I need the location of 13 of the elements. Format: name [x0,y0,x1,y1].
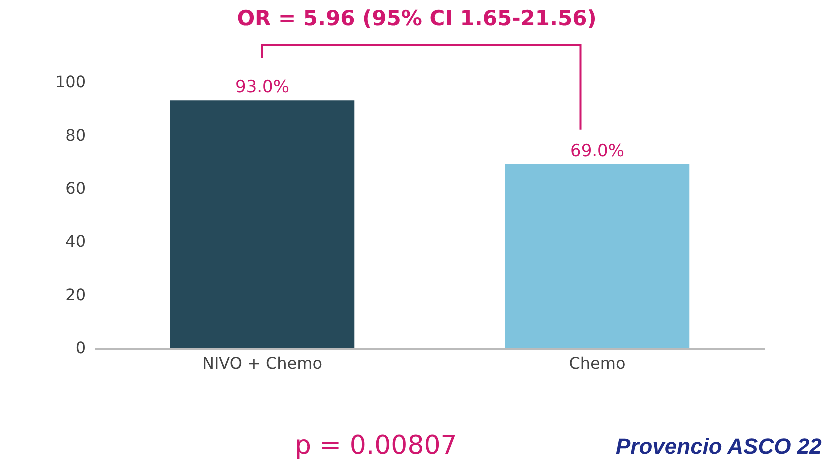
data-label: 93.0% [235,78,290,98]
y-tick-label: 80 [66,126,86,145]
chart-title: OR = 5.96 (95% CI 1.65-21.56) [237,6,597,30]
y-tick-label: 100 [55,72,86,92]
y-tick-label: 20 [66,285,86,304]
y-tick-label: 40 [66,232,86,252]
y-tick-label: 0 [76,338,86,358]
x-tick-label: NIVO + Chemo [202,354,323,373]
y-tick-label: 60 [66,179,86,198]
x-tick-label: Chemo [569,354,626,373]
text: p = 0.00807 [295,431,458,461]
text: Provencio ASCO 22 [616,434,823,459]
data-label: 69.0% [570,141,625,162]
